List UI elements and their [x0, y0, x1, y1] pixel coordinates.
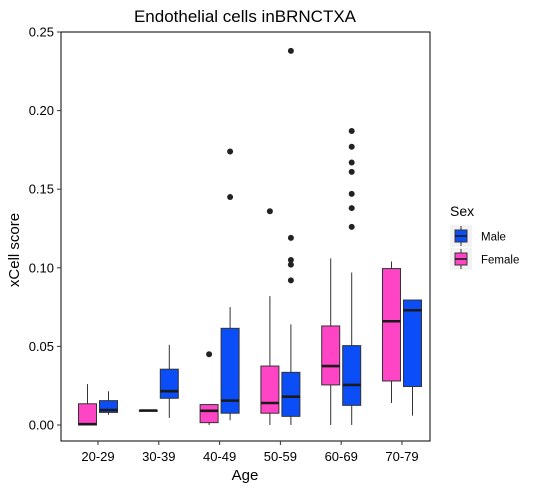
outlier-point [348, 190, 355, 197]
box-body [321, 325, 341, 386]
legend-label: Male [481, 232, 506, 244]
box-female-30-39 [138, 409, 158, 412]
outlier-point [227, 194, 234, 201]
x-tick-label: 30-39 [142, 449, 175, 464]
outlier-point [287, 47, 294, 54]
outlier-point [348, 128, 355, 135]
outlier-point [348, 223, 355, 230]
legend-item-male: Male [450, 225, 506, 247]
box-body [78, 403, 97, 426]
box-body [220, 327, 240, 414]
legend-item-female: Female [450, 248, 519, 270]
box-body [199, 404, 219, 424]
legend-label: Female [481, 255, 519, 267]
outlier-point [206, 351, 213, 358]
box-male-20-29 [99, 391, 118, 415]
box-body [342, 345, 362, 406]
x-tick-label: 20-29 [81, 449, 114, 464]
outlier-point [266, 208, 273, 215]
chart-title: Endothelial cells inBRNCTXA [134, 7, 357, 26]
x-axis: 20-29 30-39 40-49 50-59 60-69 70-79 [81, 441, 419, 464]
plot-panel [60, 31, 431, 442]
y-tick-label: 0.05 [29, 339, 54, 354]
box-body [159, 368, 179, 399]
box-female-70-79 [382, 261, 401, 403]
x-tick-label: 50-59 [264, 449, 297, 464]
box-male-60-69 [342, 128, 362, 425]
outlier-point [348, 143, 355, 150]
y-tick-label: 0.00 [29, 418, 54, 433]
legend: Sex Male Female [450, 203, 519, 270]
y-axis: 0.00 0.05 0.10 0.15 0.20 0.25 [29, 25, 61, 433]
outlier-point [287, 261, 294, 268]
box-body [403, 299, 422, 387]
y-tick-label: 0.25 [29, 25, 54, 40]
box-female-60-69 [321, 258, 341, 425]
x-axis-title: Age [232, 467, 259, 484]
box-body [99, 400, 118, 413]
box-male-70-79 [403, 299, 422, 416]
box-male-30-39 [159, 344, 179, 418]
outlier-point [348, 205, 355, 212]
plot-marks [78, 47, 422, 426]
box-female-50-59 [260, 208, 280, 425]
outlier-point [287, 256, 294, 263]
box-body [260, 365, 280, 414]
outlier-point [348, 168, 355, 175]
box-body [281, 371, 301, 417]
y-tick-label: 0.10 [29, 260, 54, 275]
outlier-point [287, 234, 294, 241]
y-axis-title: xCell score [6, 213, 23, 287]
x-tick-label: 60-69 [325, 449, 358, 464]
box-male-50-59 [281, 47, 301, 425]
box-male-40-49 [220, 148, 240, 421]
y-tick-label: 0.15 [29, 182, 54, 197]
box-body [382, 268, 401, 382]
outlier-point [287, 277, 294, 284]
box-female-20-29 [78, 384, 97, 426]
y-tick-label: 0.20 [29, 103, 54, 118]
x-tick-label: 40-49 [203, 449, 236, 464]
outlier-point [348, 159, 355, 166]
outlier-point [227, 148, 234, 155]
box-female-40-49 [199, 351, 219, 425]
legend-title: Sex [450, 203, 474, 219]
x-tick-label: 70-79 [385, 449, 418, 464]
